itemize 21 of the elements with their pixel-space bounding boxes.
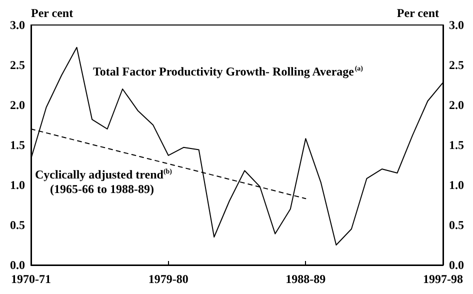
x-tick-label: 1979-80 xyxy=(148,272,188,286)
y-tick-label: 1.5 xyxy=(10,138,25,152)
x-tick-label: 1997-98 xyxy=(423,272,463,286)
x-tick-label: 1970-71 xyxy=(11,272,51,286)
y2-tick-label: 1.5 xyxy=(449,138,464,152)
y2-tick-label: 1.0 xyxy=(449,178,464,192)
y-tick-label: 2.5 xyxy=(10,58,25,72)
annotation: (1965-66 to 1988-89) xyxy=(50,182,154,196)
y-tick-label: 1.0 xyxy=(10,178,25,192)
y-tick-label: 3.0 xyxy=(10,18,25,32)
y-tick-label: 0.0 xyxy=(10,258,25,272)
y-axis-title: Per cent xyxy=(31,6,74,20)
y-tick-label: 2.0 xyxy=(10,98,25,112)
y-tick-label: 0.5 xyxy=(10,218,25,232)
y2-tick-label: 2.5 xyxy=(449,58,464,72)
y2-tick-label: 0.5 xyxy=(449,218,464,232)
y2-tick-label: 0.0 xyxy=(449,258,464,272)
y2-tick-label: 2.0 xyxy=(449,98,464,112)
y2-tick-label: 3.0 xyxy=(449,18,464,32)
y2-axis-title: Per cent xyxy=(396,6,439,20)
x-tick-label: 1988-89 xyxy=(286,272,326,286)
